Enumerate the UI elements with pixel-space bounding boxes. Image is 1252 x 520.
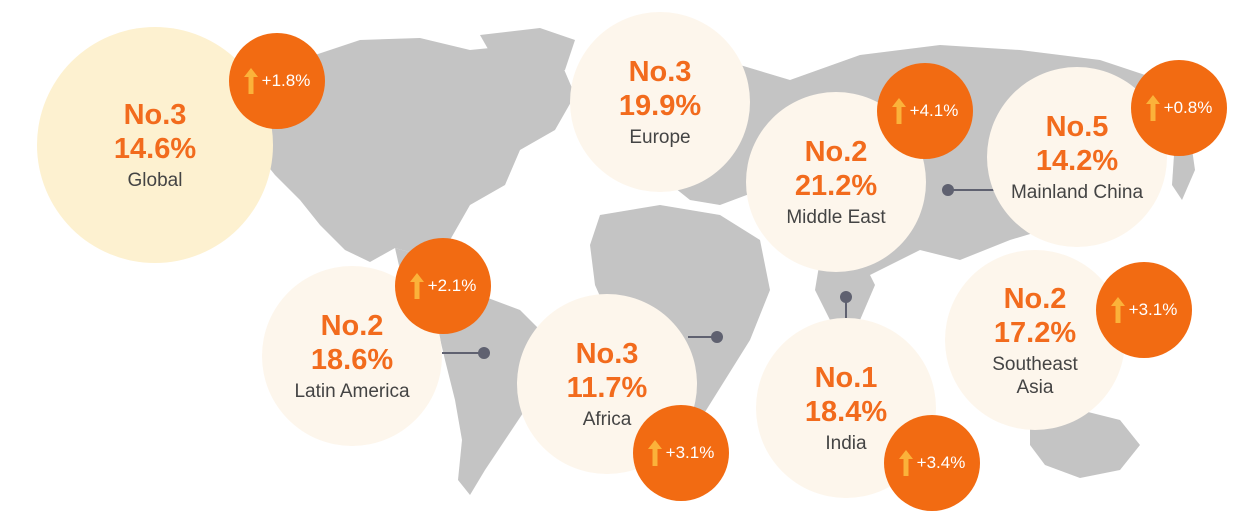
share-value: 18.4% [804,396,888,428]
change-value: +3.4% [916,453,966,472]
rank-label: No.2 [804,136,868,168]
up-arrow-icon [898,450,913,476]
rank-label: No.2 [1003,282,1067,315]
connectors [442,184,1000,359]
share-value: 14.6% [113,133,197,165]
rank-label: No.3 [575,338,639,370]
rank-label: No.2 [320,310,384,342]
share-value: 19.9% [618,90,702,122]
change-value: +0.8% [1163,98,1213,117]
up-arrow-icon [647,440,662,466]
region-circle-europe: No.3 19.9% Europe [570,12,750,192]
region-name: Global [127,170,183,191]
share-value: 11.7% [566,372,648,404]
up-arrow-icon [1110,297,1125,323]
rank-label: No.1 [814,362,878,394]
share-value: 18.6% [310,344,394,376]
change-value: +3.1% [1128,300,1178,319]
change-value: +3.1% [665,443,715,462]
up-arrow-icon [409,273,424,299]
region-name: India [825,433,867,454]
africa-shape [590,205,770,440]
rank-label: No.3 [628,56,692,88]
region-name-line2: Asia [1016,376,1054,398]
change-badge-africa: +3.1% [633,405,729,501]
change-badge-india: +3.4% [884,415,980,511]
share-value: 21.2% [794,170,878,202]
south-america-shape [438,295,550,495]
up-arrow-icon [1145,95,1160,121]
change-value: +4.1% [909,101,959,120]
region-name: Europe [629,127,691,148]
change-badge-southeast-asia: +3.1% [1096,262,1192,358]
region-circle-southeast-asia: No.2 17.2% Southeast Asia [945,250,1125,430]
change-badge-latin-america: +2.1% [395,238,491,334]
share-value: 14.2% [1035,145,1119,177]
region-name: Southeast Asia [992,353,1078,399]
region-name-line1: Southeast [992,353,1078,375]
change-badge-mainland-china: +0.8% [1131,60,1227,156]
rank-label: No.3 [123,99,187,131]
change-badge-middle-east: +4.1% [877,63,973,159]
greenland-shape [480,28,575,80]
region-name: Middle East [786,207,886,228]
share-value: 17.2% [993,316,1077,349]
region-name: Mainland China [1010,182,1144,203]
up-arrow-icon [243,68,258,94]
region-name: Africa [582,409,632,430]
region-circle-mainland-china: No.5 14.2% Mainland China [987,67,1167,247]
region-circle-africa: No.3 11.7% Africa [517,294,697,474]
rank-label: No.5 [1045,111,1109,143]
change-value: +1.8% [261,71,311,90]
change-badge-global: +1.8% [229,33,325,129]
change-value: +2.1% [427,276,477,295]
up-arrow-icon [891,98,906,124]
region-name: Latin America [294,381,410,402]
